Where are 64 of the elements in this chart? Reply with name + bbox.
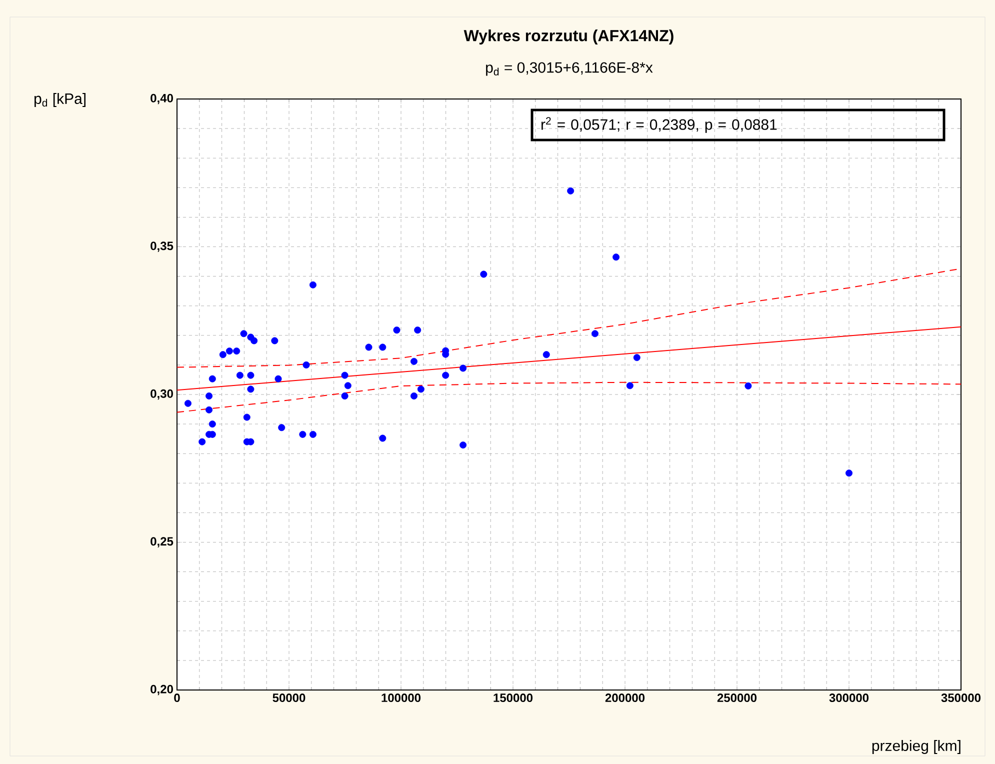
point — [250, 337, 258, 344]
point — [744, 382, 752, 390]
point — [226, 348, 233, 355]
x-tick-label: 250000 — [717, 694, 757, 702]
point — [612, 254, 620, 261]
point — [379, 344, 386, 351]
line-series — [177, 382, 962, 413]
point — [442, 372, 450, 379]
x-tick-label: 100000 — [382, 694, 421, 702]
point — [309, 430, 316, 438]
y-tick-label: 0,20 — [150, 684, 173, 696]
y-tick-label: 0,25 — [150, 537, 174, 548]
y-tick-label: 0,40 — [150, 94, 173, 104]
point — [567, 187, 574, 194]
point — [460, 442, 467, 449]
point — [460, 364, 467, 372]
point — [480, 270, 488, 278]
point — [271, 337, 278, 344]
chart-title: Wykres rozrzutu (AFX14NZ) — [464, 30, 674, 44]
point — [247, 386, 254, 393]
point — [208, 420, 216, 428]
x-tick-label: 150000 — [494, 694, 533, 702]
point — [341, 392, 348, 400]
point — [379, 434, 386, 442]
point — [302, 361, 310, 368]
point — [208, 375, 216, 382]
point — [365, 344, 372, 351]
point — [341, 372, 348, 379]
point — [278, 424, 286, 432]
point — [206, 406, 213, 414]
point — [410, 358, 418, 365]
x-tick-label: 200000 — [605, 694, 645, 702]
point — [542, 351, 550, 358]
y-tick-label: 0,35 — [150, 242, 174, 252]
point — [233, 348, 240, 355]
chart-subtitle: p$_{d}$ = 0,3015+6,1166E-8*x — [486, 62, 653, 76]
point — [198, 438, 206, 446]
point — [393, 326, 400, 334]
point — [591, 330, 598, 338]
point — [240, 330, 248, 338]
point — [417, 386, 424, 393]
point — [274, 375, 282, 382]
y-tick-label: 0,30 — [150, 389, 173, 400]
annotation: r$^{2}$ = 0,0571; r = 0,2389, p = 0,0881 — [541, 117, 777, 133]
x-tick-label: 300000 — [829, 694, 869, 702]
point — [414, 326, 422, 334]
point — [410, 392, 418, 400]
point — [626, 382, 634, 390]
x-tick-label: 350000 — [941, 694, 981, 702]
point — [243, 414, 250, 421]
x-tick-label: 50000 — [272, 694, 306, 702]
x-axis-title: przebieg [km] — [872, 740, 960, 754]
point — [184, 400, 192, 407]
point — [633, 354, 640, 362]
y-axis-title: p$_{d}$ [kPa] — [34, 93, 86, 107]
point — [344, 382, 352, 390]
point — [247, 372, 254, 379]
point — [219, 351, 226, 358]
x-tick-label: 0 — [174, 694, 180, 702]
point — [309, 281, 316, 288]
point — [299, 430, 306, 438]
point — [236, 372, 244, 379]
point — [846, 470, 853, 477]
point — [206, 392, 213, 400]
